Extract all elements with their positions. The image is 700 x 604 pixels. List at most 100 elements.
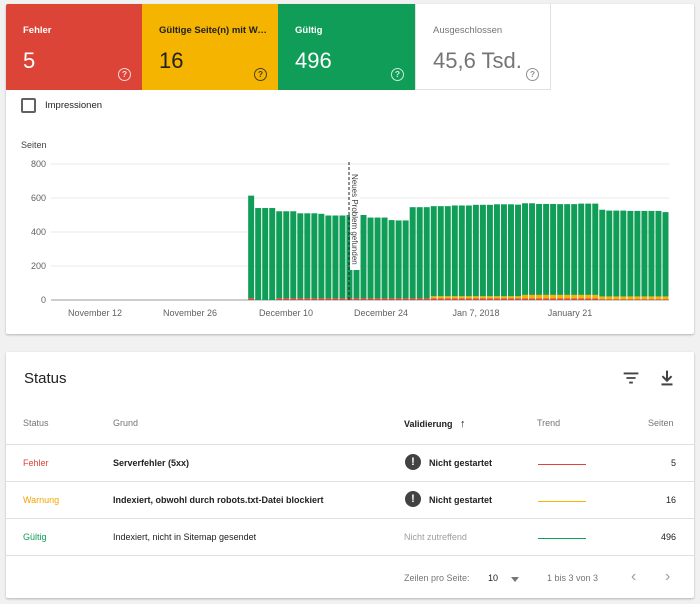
previous-page-icon[interactable]: ‹: [631, 568, 637, 585]
next-page-icon[interactable]: ›: [665, 568, 671, 585]
excluded-summary-tile[interactable]: Ausgeschlossen 45,6 Tsd. ?: [415, 4, 551, 90]
bar-segment: [500, 204, 507, 297]
trend-sparkline: [538, 464, 586, 465]
excluded-tile-label: Ausgeschlossen: [433, 25, 503, 36]
bar-segment: [529, 203, 536, 295]
bar-segment: [508, 298, 514, 300]
bar-segment: [585, 298, 592, 300]
bar-segment: [606, 296, 613, 300]
bar-segment: [451, 205, 458, 297]
bar-segment: [465, 296, 472, 299]
warning-tile-value: 16: [159, 48, 184, 73]
bar-segment: [557, 298, 564, 300]
column-header-reason[interactable]: Grund: [113, 418, 139, 428]
chart-bars: [248, 195, 669, 300]
bar-segment: [276, 211, 283, 299]
column-header-status[interactable]: Status: [23, 418, 49, 428]
bar-segment: [472, 204, 479, 297]
bar-segment: [655, 210, 662, 297]
help-icon[interactable]: ?: [254, 68, 267, 81]
valid-summary-tile[interactable]: Gültig 496 ?: [278, 4, 415, 90]
bar-segment: [458, 205, 465, 297]
bar-segment: [346, 215, 353, 299]
bar-segment: [550, 203, 557, 295]
bar-segment: [472, 296, 479, 299]
bar-segment: [571, 204, 578, 295]
y-tick-label: 0: [41, 295, 46, 305]
table-row[interactable]: Fehler Serverfehler (5xx) ! Nicht gestar…: [6, 444, 694, 481]
bar-segment: [648, 299, 655, 300]
bar-segment: [543, 298, 550, 300]
bar-segment: [472, 298, 479, 300]
bar-segment: [458, 296, 465, 299]
chart-annotation: Neues Problem gefunden: [348, 162, 360, 300]
filter-icon[interactable]: [620, 367, 642, 389]
bar-segment: [353, 298, 360, 300]
bar-segment: [311, 298, 318, 300]
bar-segment: [557, 294, 564, 299]
bar-segment: [529, 298, 536, 300]
column-header-validation[interactable]: Validierung ↑: [404, 418, 466, 430]
row-pages: 5: [670, 458, 676, 468]
error-summary-tile[interactable]: Fehler 5 ?: [6, 4, 142, 90]
bar-segment: [367, 217, 374, 299]
bar-segment: [500, 298, 507, 300]
checkbox-icon[interactable]: [21, 98, 36, 113]
valid-tile-value: 496: [295, 48, 332, 73]
bar-segment: [444, 298, 451, 300]
help-icon[interactable]: ?: [526, 68, 539, 81]
help-icon[interactable]: ?: [391, 68, 404, 81]
bar-segment: [578, 203, 585, 295]
bar-segment: [620, 299, 627, 300]
impressions-checkbox[interactable]: Impressionen: [21, 98, 102, 113]
bar-segment: [599, 209, 606, 297]
bar-segment: [451, 296, 458, 299]
y-tick-label: 800: [31, 159, 46, 169]
download-icon[interactable]: [656, 367, 678, 389]
table-row[interactable]: Warnung Indexiert, obwohl durch robots.t…: [6, 481, 694, 518]
column-header-trend[interactable]: Trend: [537, 418, 561, 428]
bar-segment: [536, 294, 543, 299]
bar-segment: [578, 298, 585, 300]
bar-segment: [248, 195, 255, 299]
y-tick-label: 400: [31, 227, 46, 237]
warning-summary-tile[interactable]: Gültige Seite(n) mit War... 16 ?: [142, 4, 278, 90]
bar-segment: [550, 298, 557, 300]
bar-segment: [564, 294, 571, 299]
bar-segment: [402, 298, 409, 300]
bar-segment: [606, 299, 613, 300]
bar-segment: [423, 207, 430, 299]
bar-segment: [508, 296, 514, 299]
bar-segment: [479, 298, 486, 300]
bar-segment: [262, 208, 269, 300]
sort-arrow-up-icon[interactable]: ↑: [460, 418, 466, 430]
trend-sparkline: [538, 501, 586, 502]
bar-segment: [276, 298, 283, 300]
bar-segment: [248, 298, 255, 300]
rows-per-page-select[interactable]: 10: [488, 573, 499, 583]
bar-segment: [388, 298, 395, 300]
bar-segment: [374, 217, 381, 299]
column-header-pages[interactable]: Seiten: [648, 418, 674, 428]
table-row[interactable]: Gültig Indexiert, nicht in Sitemap gesen…: [6, 518, 694, 555]
bar-segment: [529, 294, 536, 299]
annotation-label-bg: [350, 172, 360, 270]
bar-segment: [479, 204, 486, 297]
bar-segment: [592, 203, 599, 295]
bar-segment: [634, 296, 641, 300]
pages-chart: Seiten 0 200 400 600 800 Neues Problem gefun…: [21, 140, 669, 318]
error-tile-value: 5: [23, 48, 36, 73]
help-icon[interactable]: ?: [118, 68, 131, 81]
y-tick-label: 200: [31, 261, 46, 271]
bar-segment: [437, 296, 444, 299]
row-reason: Indexiert, nicht in Sitemap gesendet: [113, 532, 257, 542]
bar-segment: [269, 208, 276, 300]
x-tick-label: November 26: [163, 308, 217, 318]
bar-segment: [409, 298, 416, 300]
warning-icon: !: [405, 454, 421, 470]
bar-segment: [283, 298, 290, 300]
bar-segment: [634, 299, 641, 300]
bar-segment: [662, 212, 669, 297]
dropdown-caret-icon[interactable]: [511, 577, 519, 582]
bar-segment: [571, 298, 578, 300]
